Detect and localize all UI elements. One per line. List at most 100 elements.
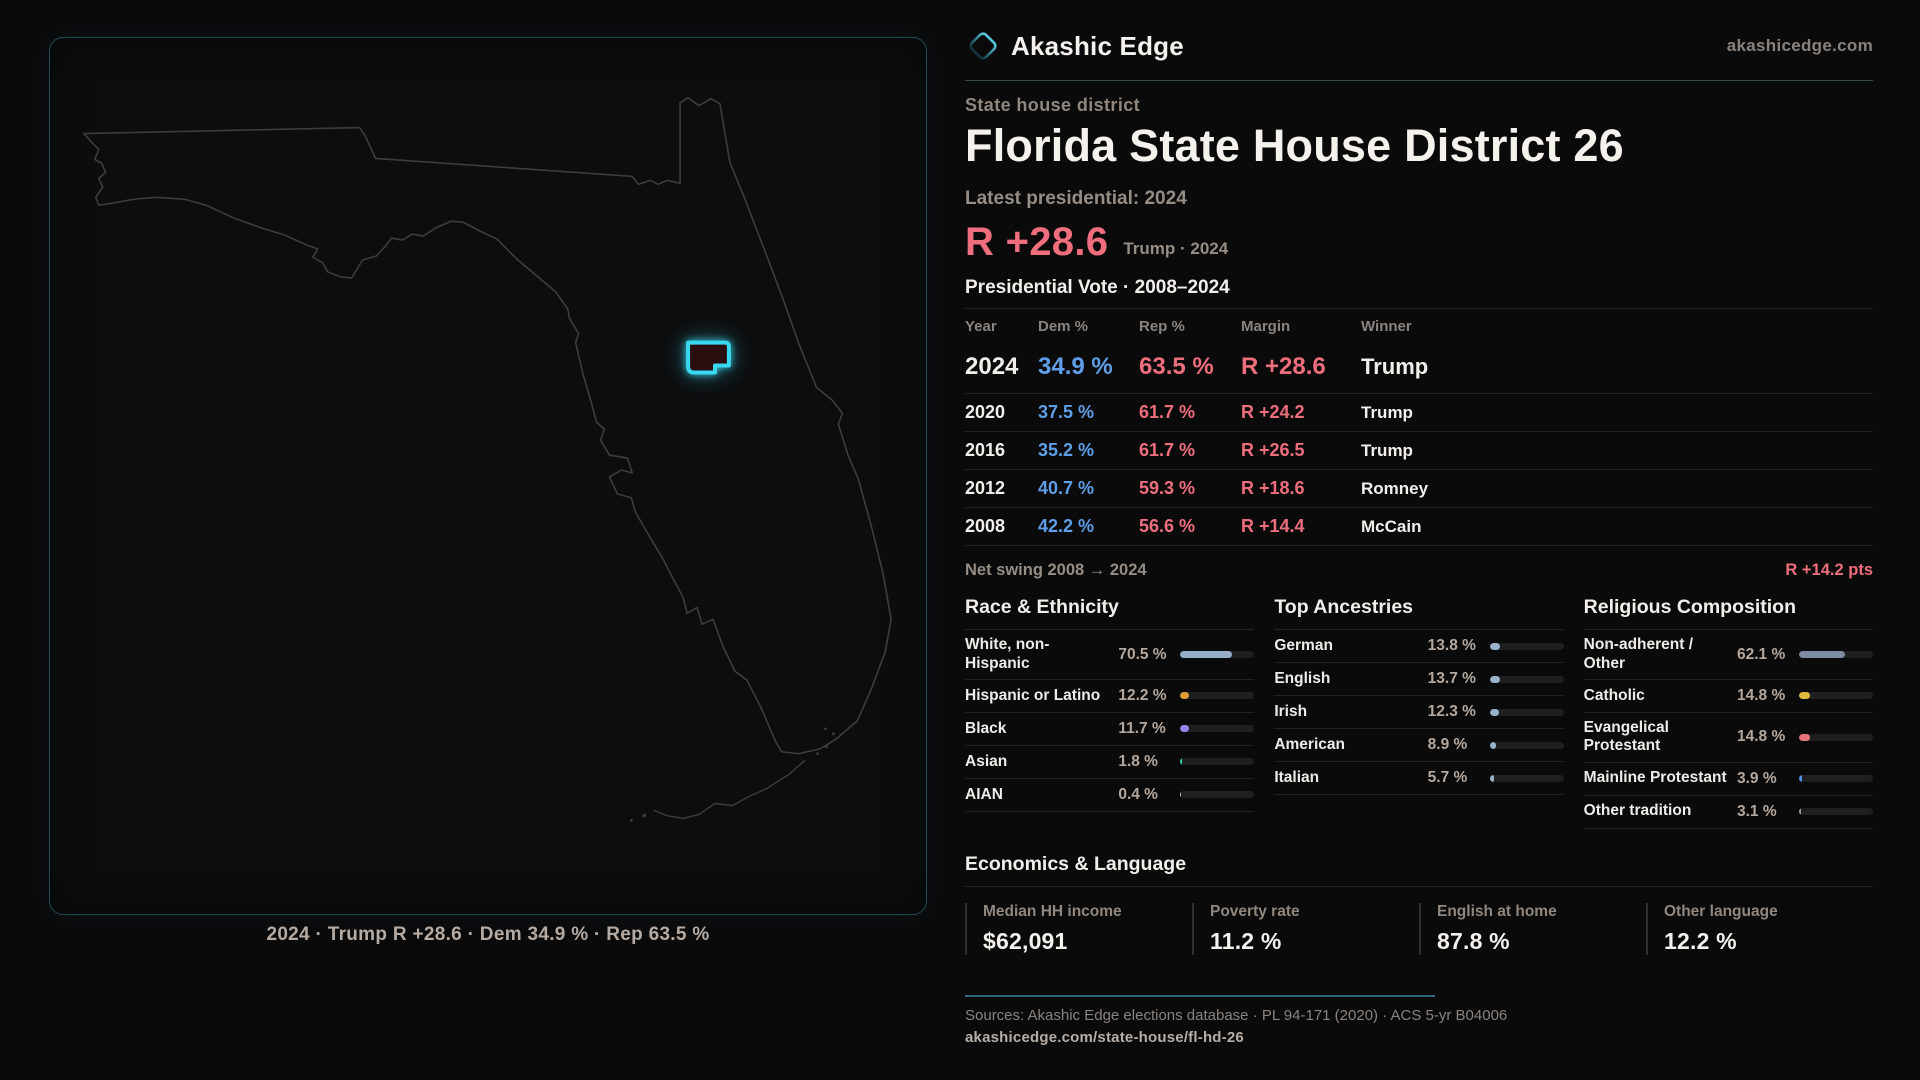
page-title: Florida State House District 26 [965, 120, 1624, 171]
net-swing-value: R +14.2 pts [1785, 561, 1873, 580]
economics-title: Economics & Language [965, 853, 1873, 887]
demo-group-title: Top Ancestries [1274, 596, 1564, 631]
demo-group-title: Race & Ethnicity [965, 596, 1255, 631]
vote-cell: 2012 [965, 478, 1006, 499]
demo-label: American [1274, 736, 1345, 754]
district-26-shape[interactable] [686, 340, 731, 375]
vote-col-header: Winner [1361, 318, 1412, 336]
demo-bar-fill [1799, 651, 1845, 659]
eyebrow-label: State house district [965, 95, 1141, 115]
econ-stat-value: 12.2 % [1664, 927, 1737, 954]
vote-table-row: 2024 34.9 % 63.5 % R +28.6 Trump [965, 342, 1873, 395]
demo-row: Italian 5.7 % [1274, 762, 1564, 796]
demo-row: Non-adherent / Other 62.1 % [1583, 630, 1873, 680]
vote-cell: 2020 [965, 402, 1006, 423]
demo-bar-track [1799, 733, 1873, 741]
demo-row: Evangelical Protestant 14.8 % [1583, 713, 1873, 763]
vote-cell: Trump [1361, 440, 1413, 460]
demo-bar-fill [1799, 775, 1802, 783]
diamond-logo-icon [969, 32, 997, 60]
demo-label: Evangelical Protestant [1583, 718, 1669, 755]
vote-col-header: Year [965, 318, 997, 336]
demo-bar-fill [1180, 758, 1182, 766]
demo-row: White, non-Hispanic 70.5 % [965, 630, 1255, 680]
headline-margin-value: R +28.6 [965, 220, 1109, 265]
footer-sources: Sources: Akashic Edge elections database… [965, 1006, 1508, 1024]
vote-col-header: Margin [1241, 318, 1291, 336]
vote-cell: 40.7 % [1038, 478, 1095, 499]
vote-cell: 34.9 % [1038, 353, 1113, 381]
vote-cell: 61.7 % [1139, 440, 1196, 461]
demo-row: AIAN 0.4 % [965, 779, 1255, 812]
map-caption: 2024 · Trump R +28.6 · Dem 34.9 % · Rep … [266, 924, 710, 945]
econ-stat: Median HH income $62,091 [965, 902, 1192, 955]
demo-value: 14.8 % [1737, 728, 1786, 746]
demo-value: 11.7 % [1118, 719, 1166, 737]
econ-stat-label: Other language [1664, 902, 1778, 920]
headline-margin-row: R +28.6 Trump · 2024 [965, 217, 1873, 262]
demo-row: Asian 1.8 % [965, 746, 1255, 779]
vote-cell: McCain [1361, 516, 1422, 536]
demo-row: American 8.9 % [1274, 729, 1564, 763]
vote-table-row: 2012 40.7 % 59.3 % R +18.6 Romney [965, 470, 1873, 509]
demo-bar-fill [1489, 774, 1494, 782]
key-islet-dot [642, 813, 647, 818]
demo-bar-track [1799, 651, 1873, 659]
demo-value: 13.8 % [1427, 637, 1476, 655]
demo-bar-fill [1799, 733, 1810, 741]
demo-bar-track [1489, 741, 1564, 749]
brand-name[interactable]: Akashic Edge [1011, 30, 1184, 61]
vote-col-header: Dem % [1038, 318, 1089, 336]
demo-group-title: Religious Composition [1583, 596, 1873, 631]
econ-stat-label: English at home [1437, 902, 1557, 920]
vote-table-row: 2008 42.2 % 56.6 % R +14.4 McCain [965, 508, 1873, 547]
vote-cell: 2008 [965, 516, 1006, 537]
demo-row: English 13.7 % [1274, 663, 1564, 697]
demo-label: White, non-Hispanic [965, 636, 1050, 672]
vote-cell: 59.3 % [1139, 478, 1196, 499]
vote-cell: R +18.6 [1241, 478, 1305, 499]
district-map-panel [49, 37, 927, 915]
demo-bar-track [1180, 725, 1255, 733]
vote-table: Year Dem % Rep % Margin Winner 2024 34.9 % 63.… [965, 308, 1873, 547]
report-column: Akashic Edge akashicedge.com State house… [965, 0, 1873, 1080]
net-swing-label: Net swing 2008 → 2024 [965, 561, 1147, 580]
demo-label: Italian [1274, 769, 1320, 787]
vote-table-body: 2024 34.9 % 63.5 % R +28.6 Trump 2020 37.5 % 61… [965, 342, 1873, 547]
footer-divider [965, 994, 1435, 997]
demo-value: 70.5 % [1118, 645, 1167, 663]
vote-cell: Trump [1361, 354, 1429, 380]
florida-keys-outline [653, 760, 806, 820]
vote-cell: 35.2 % [1038, 440, 1095, 461]
vote-table-header: Year Dem % Rep % Margin Winner [965, 308, 1873, 342]
florida-state-outline [83, 96, 892, 755]
demo-row: Black 11.7 % [965, 713, 1255, 746]
footer-url-link[interactable]: akashicedge.com/state-house/fl-hd-26 [965, 1028, 1244, 1046]
vote-cell: 2024 [965, 353, 1019, 381]
demo-bar-fill [1489, 675, 1500, 683]
econ-stat: Poverty rate 11.2 % [1192, 902, 1419, 955]
vote-cell: 56.6 % [1139, 516, 1196, 537]
vote-col-header: Rep % [1139, 318, 1185, 336]
key-islet-dot [832, 732, 835, 736]
demo-row: Other tradition 3.1 % [1583, 796, 1873, 829]
brand-site-link[interactable]: akashicedge.com [1726, 36, 1873, 55]
demo-group: Religious Composition Non-adherent / Othe… [1583, 596, 1873, 829]
econ-stat-value: 87.8 % [1437, 927, 1510, 954]
econ-stat-value: 11.2 % [1210, 927, 1282, 954]
vote-table-row: 2016 35.2 % 61.7 % R +26.5 Trump [965, 432, 1873, 471]
demo-label: Irish [1274, 703, 1308, 721]
econ-stat: Other language 12.2 % [1646, 902, 1873, 955]
demo-value: 0.4 % [1118, 785, 1158, 803]
key-islet-dot [816, 752, 819, 756]
demo-bar-fill [1180, 651, 1233, 659]
demo-label: German [1274, 637, 1333, 655]
demo-label: AIAN [965, 785, 1003, 803]
demo-bar-fill [1489, 642, 1500, 650]
vote-cell: Trump [1361, 402, 1413, 422]
vote-cell: Romney [1361, 478, 1429, 498]
latest-presidential-label: Latest presidential: 2024 [965, 188, 1187, 210]
demo-bar-track [1799, 692, 1873, 700]
vote-cell: R +14.4 [1241, 516, 1305, 537]
demo-label: Non-adherent / Other [1583, 636, 1694, 672]
